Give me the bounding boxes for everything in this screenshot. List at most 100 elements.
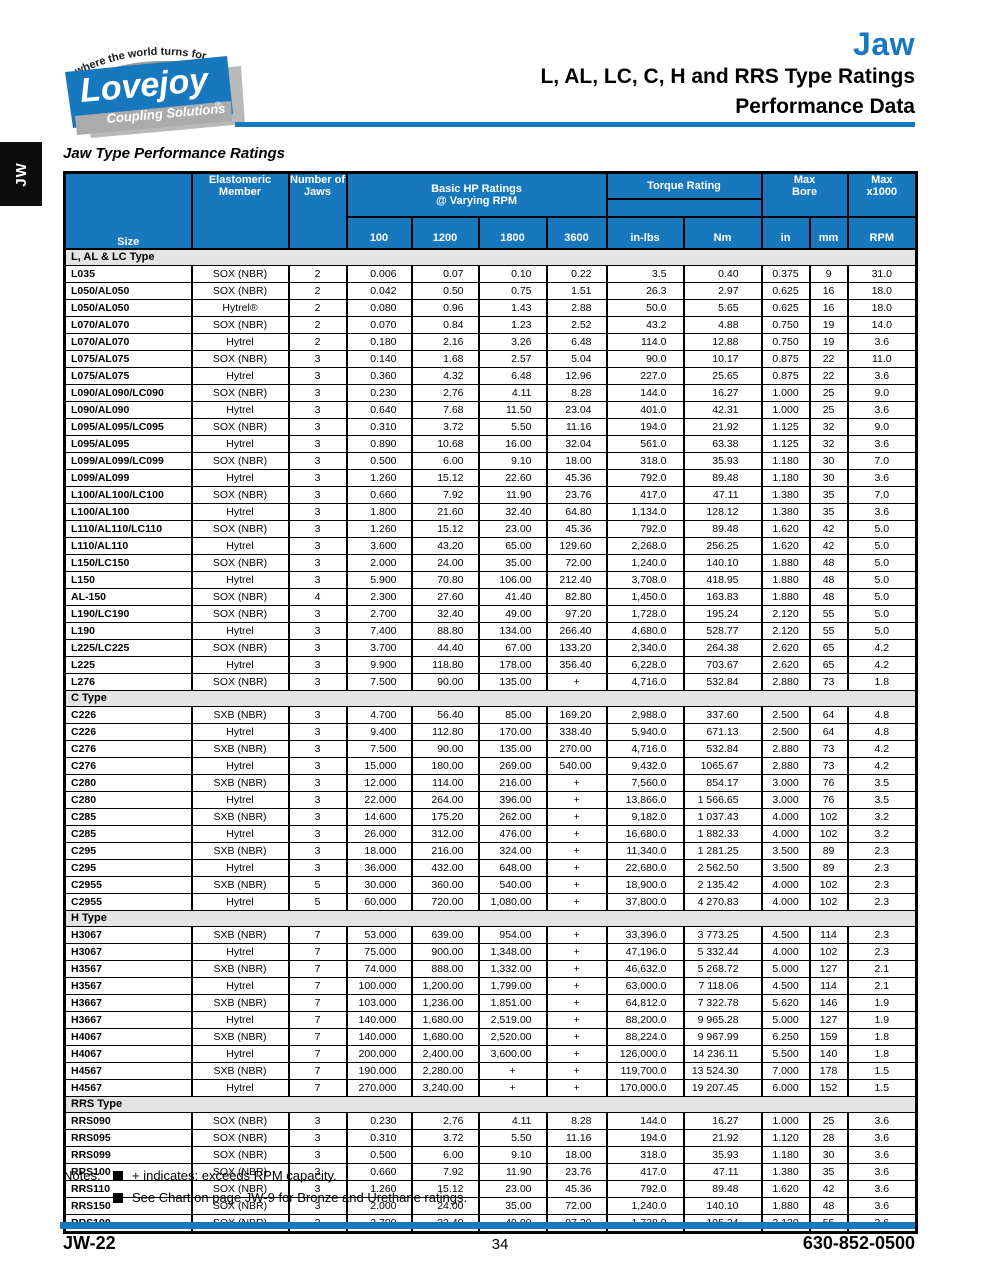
table-cell: 2.880 <box>760 757 811 775</box>
table-cell: 0.625 <box>760 299 811 317</box>
table-cell: 102 <box>808 808 849 826</box>
table-cell: 133.20 <box>545 639 608 657</box>
table-cell: C295 <box>63 842 193 860</box>
table-cell: 318.0 <box>605 1146 685 1164</box>
table-cell: Hytrel <box>190 622 290 640</box>
table-cell: 88.80 <box>410 622 480 640</box>
table-cell: 32.40 <box>410 605 480 623</box>
subcol-mm: mm <box>808 216 849 250</box>
table-cell: 1.68 <box>410 350 480 368</box>
table-cell: 2.620 <box>760 639 811 657</box>
table-cell: 4.500 <box>760 977 811 995</box>
table-cell: 178.00 <box>477 656 548 674</box>
table-cell: H3567 <box>63 977 193 995</box>
table-cell: SOX (NBR) <box>190 554 290 572</box>
table-cell: SXB (NBR) <box>190 1028 290 1046</box>
table-cell: 360.00 <box>410 876 480 894</box>
table-cell: 64 <box>808 723 849 741</box>
table-cell: 1.9 <box>846 994 918 1012</box>
table-cell: 3,240.00 <box>410 1079 480 1097</box>
table-cell: 10.17 <box>682 350 763 368</box>
table-cell: 134.00 <box>477 622 548 640</box>
table-cell: Hytrel <box>190 656 290 674</box>
table-row: L050/AL050 SOX (NBR) 2 0.042 0.50 0.75 1.51 26.… <box>63 282 918 300</box>
table-cell: 216.00 <box>410 842 480 860</box>
table-cell: 3.5 <box>846 774 918 792</box>
table-cell: 318.0 <box>605 452 685 470</box>
table-cell: SXB (NBR) <box>190 960 290 978</box>
table-cell: 35.93 <box>682 452 763 470</box>
table-cell: 338.40 <box>545 723 608 741</box>
table-cell: 1.8 <box>846 1045 918 1063</box>
table-cell: 11.16 <box>545 1129 608 1147</box>
table-cell: 90.00 <box>410 673 480 691</box>
table-cell: 1.8 <box>846 1028 918 1046</box>
table-cell: 5 332.44 <box>682 943 763 961</box>
section-header-row: H Type <box>63 910 918 927</box>
table-cell: SXB (NBR) <box>190 1062 290 1080</box>
subcol-rpm: RPM <box>846 216 918 250</box>
table-cell: 532.84 <box>682 740 763 758</box>
table-cell: 21.92 <box>682 418 763 436</box>
table-row: RRS150 SOX (NBR) 3 2.000 24.00 35.00 72.00 1,24… <box>63 1197 918 1215</box>
table-cell: C226 <box>63 723 193 741</box>
table-cell: 8.28 <box>545 384 608 402</box>
table-cell: 46,632.0 <box>605 960 685 978</box>
table-cell: 65 <box>808 639 849 657</box>
table-cell: 42 <box>808 1180 849 1198</box>
table-cell: C226 <box>63 706 193 724</box>
table-cell: 63.38 <box>682 435 763 453</box>
table-cell: 3 <box>287 723 348 741</box>
table-cell: 25 <box>808 1112 849 1130</box>
table-cell: 4.000 <box>760 808 811 826</box>
table-cell: 6.00 <box>410 452 480 470</box>
table-cell: 135.00 <box>477 740 548 758</box>
table-cell: 102 <box>808 825 849 843</box>
table-cell: AL-150 <box>63 588 193 606</box>
table-cell: 7 <box>287 960 348 978</box>
table-cell: 3.6 <box>846 469 918 487</box>
table-cell: Hytrel <box>190 503 290 521</box>
table-cell: 324.00 <box>477 842 548 860</box>
table-cell: 64 <box>808 706 849 724</box>
table-cell: 4 <box>287 588 348 606</box>
table-cell: 32.40 <box>477 503 548 521</box>
table-cell: SXB (NBR) <box>190 774 290 792</box>
table-cell: 23.00 <box>477 520 548 538</box>
table-cell: 3.6 <box>846 503 918 521</box>
table-cell: 1.5 <box>846 1062 918 1080</box>
table-cell: 3.500 <box>760 842 811 860</box>
table-cell: 15.12 <box>410 469 480 487</box>
table-cell: 102 <box>808 943 849 961</box>
table-cell: 432.00 <box>410 859 480 877</box>
table-cell: 0.310 <box>345 418 413 436</box>
table-cell: 4.2 <box>846 656 918 674</box>
table-cell: 146 <box>808 994 849 1012</box>
table-cell: 2 562.50 <box>682 859 763 877</box>
table-cell: 3 <box>287 842 348 860</box>
table-cell: 5.0 <box>846 554 918 572</box>
table-cell: 528.77 <box>682 622 763 640</box>
table-cell: 312.00 <box>410 825 480 843</box>
table-cell: 3 <box>287 520 348 538</box>
table-cell: 1065.67 <box>682 757 763 775</box>
table-cell: + <box>545 926 608 944</box>
max-bore-line1: Max <box>793 174 816 186</box>
table-cell: 0.660 <box>345 486 413 504</box>
table-cell: 74.000 <box>345 960 413 978</box>
table-cell: 2.88 <box>545 299 608 317</box>
table-cell: 3 <box>287 350 348 368</box>
table-cell: 11.90 <box>477 1163 548 1181</box>
table-cell: 561.0 <box>605 435 685 453</box>
table-cell: 5.50 <box>477 418 548 436</box>
table-cell: 23.76 <box>545 1163 608 1181</box>
table-cell: 2.76 <box>410 384 480 402</box>
table-cell: 3 <box>287 808 348 826</box>
table-row: H4067 Hytrel 7 200.000 2,400.00 3,600.00 +126,… <box>63 1045 918 1063</box>
table-cell: 212.40 <box>545 571 608 589</box>
side-tab-jw: JW <box>0 142 42 206</box>
table-cell: 45.36 <box>545 1180 608 1198</box>
table-cell: 1,134.0 <box>605 503 685 521</box>
table-cell: L225 <box>63 656 193 674</box>
table-cell: L225/LC225 <box>63 639 193 657</box>
